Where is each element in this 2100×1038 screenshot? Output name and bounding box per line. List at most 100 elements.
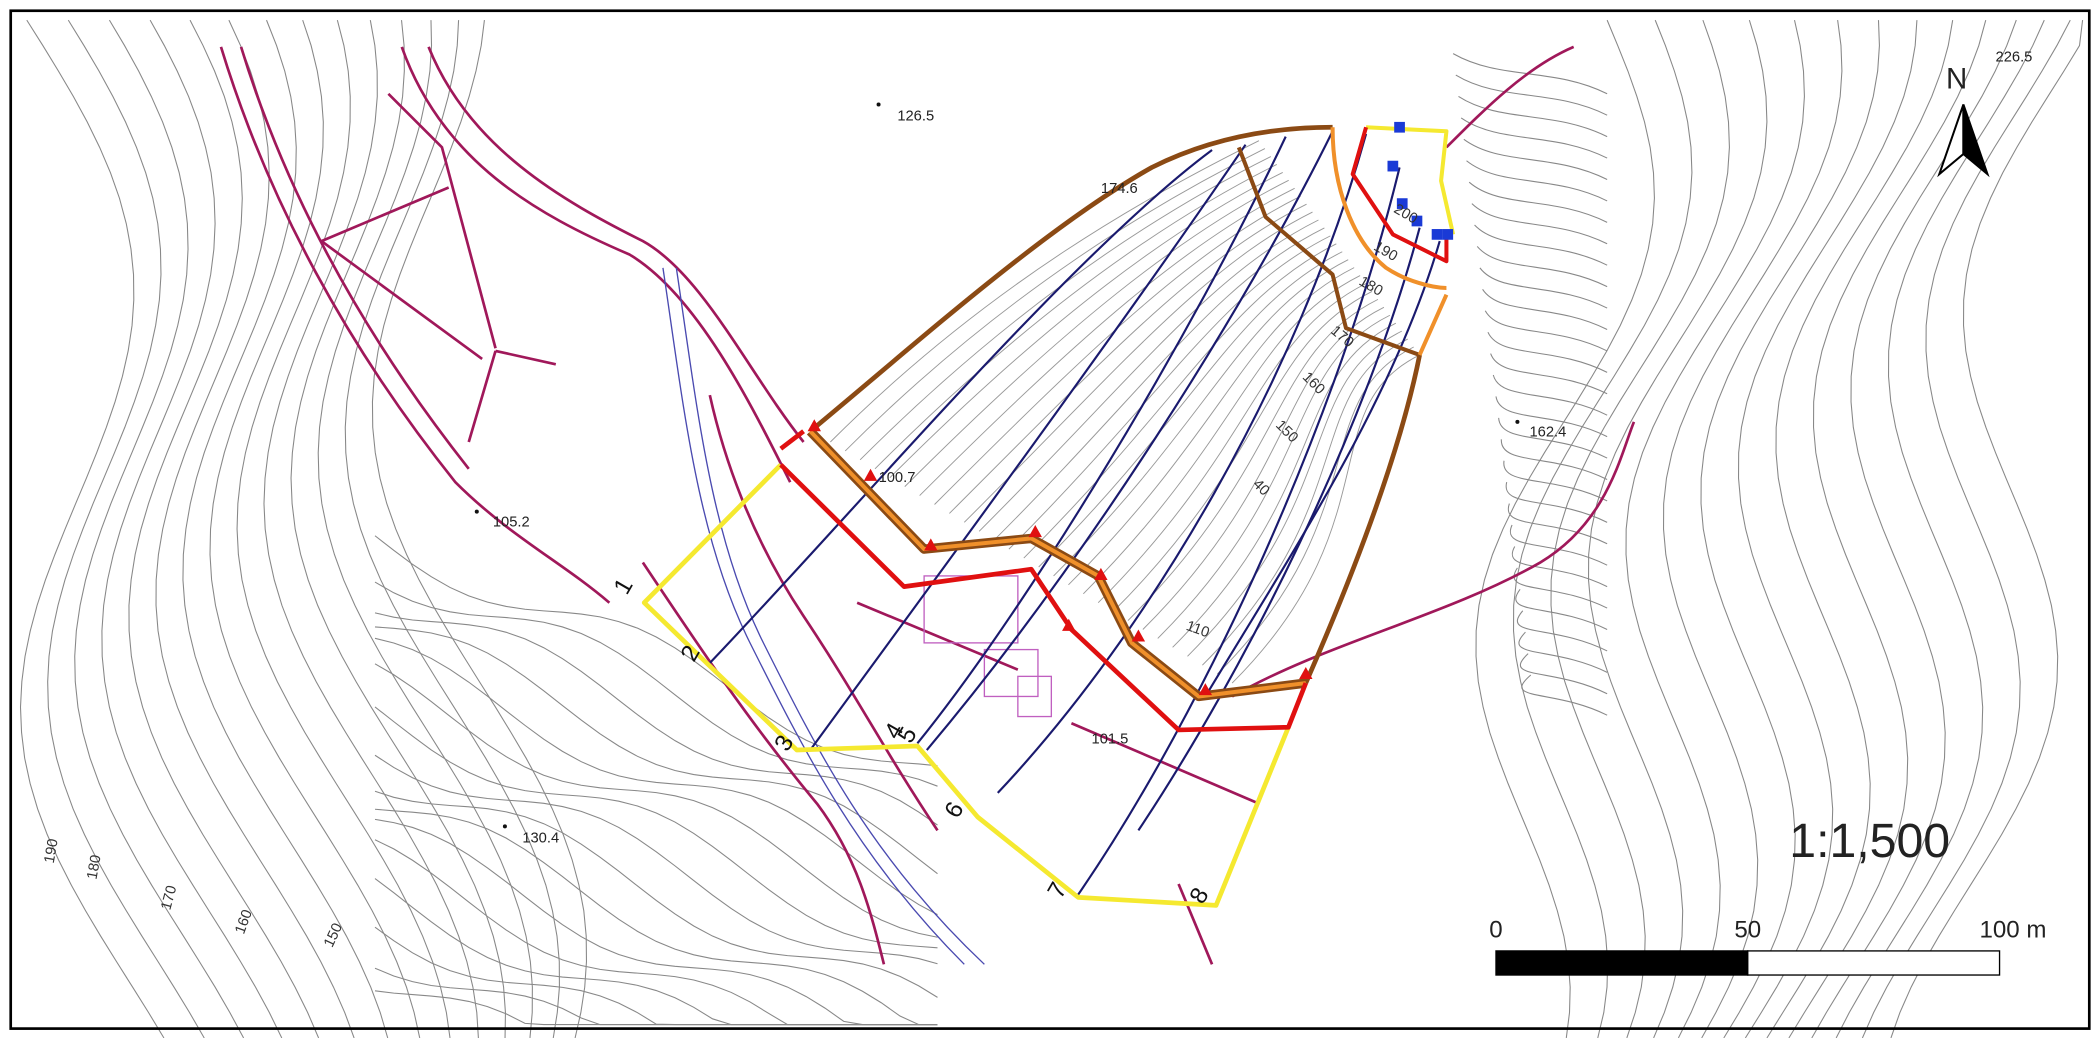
spot-height: 105.2 xyxy=(493,514,530,530)
contour xyxy=(374,990,938,1026)
contour xyxy=(1068,267,1355,586)
contour xyxy=(374,535,938,767)
road xyxy=(1177,883,1214,965)
contour xyxy=(1460,117,1608,159)
contour xyxy=(1187,330,1403,657)
contour xyxy=(1487,331,1608,373)
contour xyxy=(374,637,938,916)
contour xyxy=(1038,251,1343,568)
road xyxy=(708,394,939,832)
contour xyxy=(1127,298,1379,621)
survey-line xyxy=(1077,167,1401,896)
contour xyxy=(1700,20,1880,1038)
contour xyxy=(317,20,533,1038)
road xyxy=(1231,421,1636,698)
scale-label: 100 m xyxy=(1979,917,2046,944)
marker xyxy=(1394,121,1405,133)
survey-line xyxy=(809,144,1247,751)
scale-bar: 0 50 100 m xyxy=(1489,917,2046,976)
contour xyxy=(1471,203,1608,245)
yellow-boundary xyxy=(641,463,1291,908)
dot xyxy=(1515,419,1520,424)
squares xyxy=(1387,121,1454,240)
contour xyxy=(1008,235,1331,550)
contour xyxy=(155,19,355,1038)
roads xyxy=(219,45,1636,965)
contour xyxy=(874,164,1277,470)
contour xyxy=(1482,289,1608,330)
spot-height: 101.5 xyxy=(1092,731,1129,747)
contour xyxy=(1484,310,1608,352)
contour xyxy=(263,20,479,1038)
marker xyxy=(1431,229,1443,240)
yellow-boundary xyxy=(1365,125,1456,235)
contour xyxy=(1520,653,1608,695)
contour xyxy=(1479,267,1608,309)
spot-height: 226.5 xyxy=(1996,50,2033,66)
contour xyxy=(19,19,165,1038)
spot-height: 130.4 xyxy=(522,830,559,846)
scale-label: 0 xyxy=(1489,917,1502,944)
contour xyxy=(1112,291,1373,612)
contour xyxy=(290,20,506,1038)
contour-label: 110 xyxy=(1184,618,1212,641)
contours xyxy=(19,19,2084,1038)
contour xyxy=(1023,243,1337,559)
contour xyxy=(1492,374,1608,416)
contour xyxy=(1509,524,1608,566)
contour xyxy=(1521,674,1608,716)
road xyxy=(1445,45,1575,149)
contour xyxy=(1458,96,1608,138)
contour xyxy=(1550,19,1730,1038)
survey-line xyxy=(1204,240,1441,698)
road xyxy=(400,46,792,483)
contour xyxy=(1512,19,1693,1038)
contour xyxy=(904,179,1289,487)
contour xyxy=(934,195,1301,505)
marker xyxy=(1387,160,1399,172)
contour xyxy=(1766,20,1954,1038)
stream xyxy=(675,267,985,965)
contour xyxy=(374,706,938,949)
road xyxy=(239,46,470,470)
contour xyxy=(1861,19,2071,1038)
contour xyxy=(963,211,1313,523)
contour xyxy=(1097,283,1367,604)
contour xyxy=(374,754,938,965)
contour xyxy=(1083,275,1361,595)
stream xyxy=(662,267,965,965)
contour xyxy=(1142,306,1385,630)
contour xyxy=(919,187,1295,496)
marker xyxy=(1442,229,1454,240)
streams xyxy=(662,267,985,965)
contour xyxy=(1505,482,1608,523)
contour xyxy=(374,808,938,1026)
contour xyxy=(1202,338,1408,666)
spot-height: 100.7 xyxy=(879,470,916,486)
north-label: N xyxy=(1946,62,1967,95)
contour xyxy=(47,19,205,1038)
contour xyxy=(1474,224,1608,266)
survey-lines xyxy=(709,130,1441,896)
road xyxy=(320,92,557,443)
survey-line xyxy=(709,149,1213,664)
building xyxy=(983,648,1039,698)
dot xyxy=(502,824,507,829)
contour xyxy=(1172,322,1397,648)
contour xyxy=(978,219,1319,532)
brown-boundary xyxy=(1236,146,1421,357)
contour-label: 170 xyxy=(158,884,180,912)
scale-label: 50 xyxy=(1734,917,1761,944)
contour xyxy=(374,612,938,826)
building xyxy=(1017,675,1053,718)
red-boundary xyxy=(1350,126,1449,264)
contour xyxy=(993,227,1325,541)
contour xyxy=(1516,610,1608,652)
contour xyxy=(1475,19,1655,1038)
scale-segment xyxy=(1495,950,1749,976)
contour xyxy=(182,19,389,1038)
spot-dots xyxy=(474,102,1520,829)
brown-boundary xyxy=(1303,354,1422,685)
contour-label: 190 xyxy=(42,838,62,865)
